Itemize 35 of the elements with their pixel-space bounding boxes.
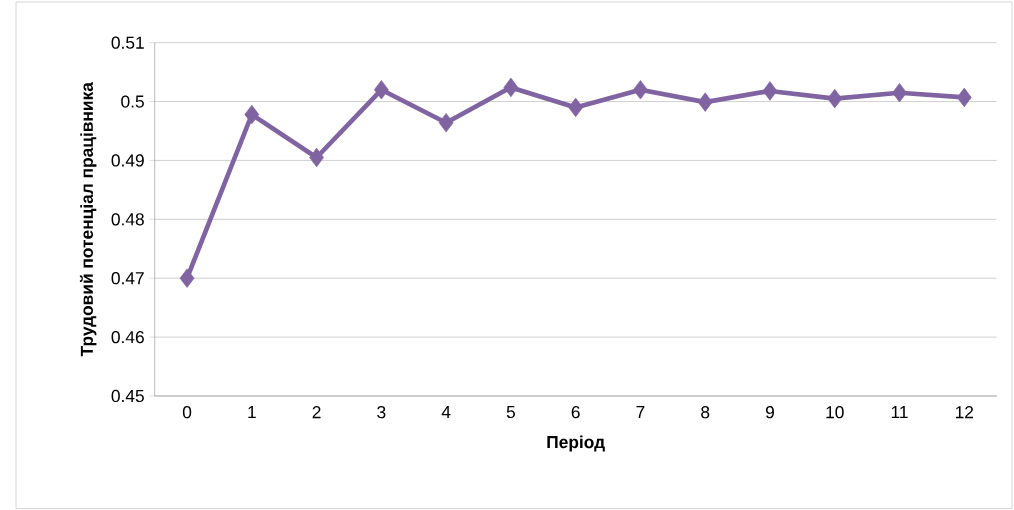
x-tick-label: 9 bbox=[765, 406, 774, 419]
y-tick-label: 0.46 bbox=[111, 330, 144, 344]
y-axis-title: Трудовий потенціал працівника bbox=[79, 82, 97, 357]
x-tick-label: 8 bbox=[701, 406, 710, 419]
x-tick-label: 5 bbox=[506, 406, 515, 419]
point bbox=[179, 268, 195, 288]
point bbox=[762, 81, 778, 101]
point bbox=[503, 77, 519, 98]
x-axis-title: Період bbox=[547, 435, 605, 452]
x-tick-label: 0 bbox=[182, 406, 192, 419]
y-tick-label: 0.49 bbox=[111, 154, 144, 167]
x-tick-label: 7 bbox=[636, 406, 645, 418]
x-tick-label: 11 bbox=[891, 406, 908, 418]
y-tick-label: 0.5 bbox=[121, 95, 144, 108]
y-tick-label: 0.51 bbox=[111, 36, 144, 49]
point bbox=[827, 88, 843, 109]
point bbox=[697, 92, 713, 112]
y-tick-label: 0.48 bbox=[111, 213, 144, 226]
x-tick-label: 12 bbox=[955, 406, 974, 419]
y-tick-label: 0.45 bbox=[111, 389, 144, 403]
point bbox=[374, 80, 389, 100]
y-tick-label: 0.47 bbox=[111, 272, 144, 285]
x-tick-label: 1 bbox=[248, 406, 256, 418]
point bbox=[244, 104, 260, 125]
x-tick-label: 3 bbox=[377, 406, 386, 419]
x-tick-label: 6 bbox=[571, 406, 580, 419]
point bbox=[956, 87, 972, 108]
x-tick-label: 4 bbox=[441, 406, 451, 418]
point bbox=[438, 113, 454, 133]
x-tick-label: 2 bbox=[312, 406, 321, 419]
point bbox=[568, 97, 584, 118]
x-tick-label: 10 bbox=[826, 406, 844, 419]
point bbox=[633, 80, 648, 100]
point bbox=[892, 83, 907, 103]
point bbox=[309, 147, 324, 168]
